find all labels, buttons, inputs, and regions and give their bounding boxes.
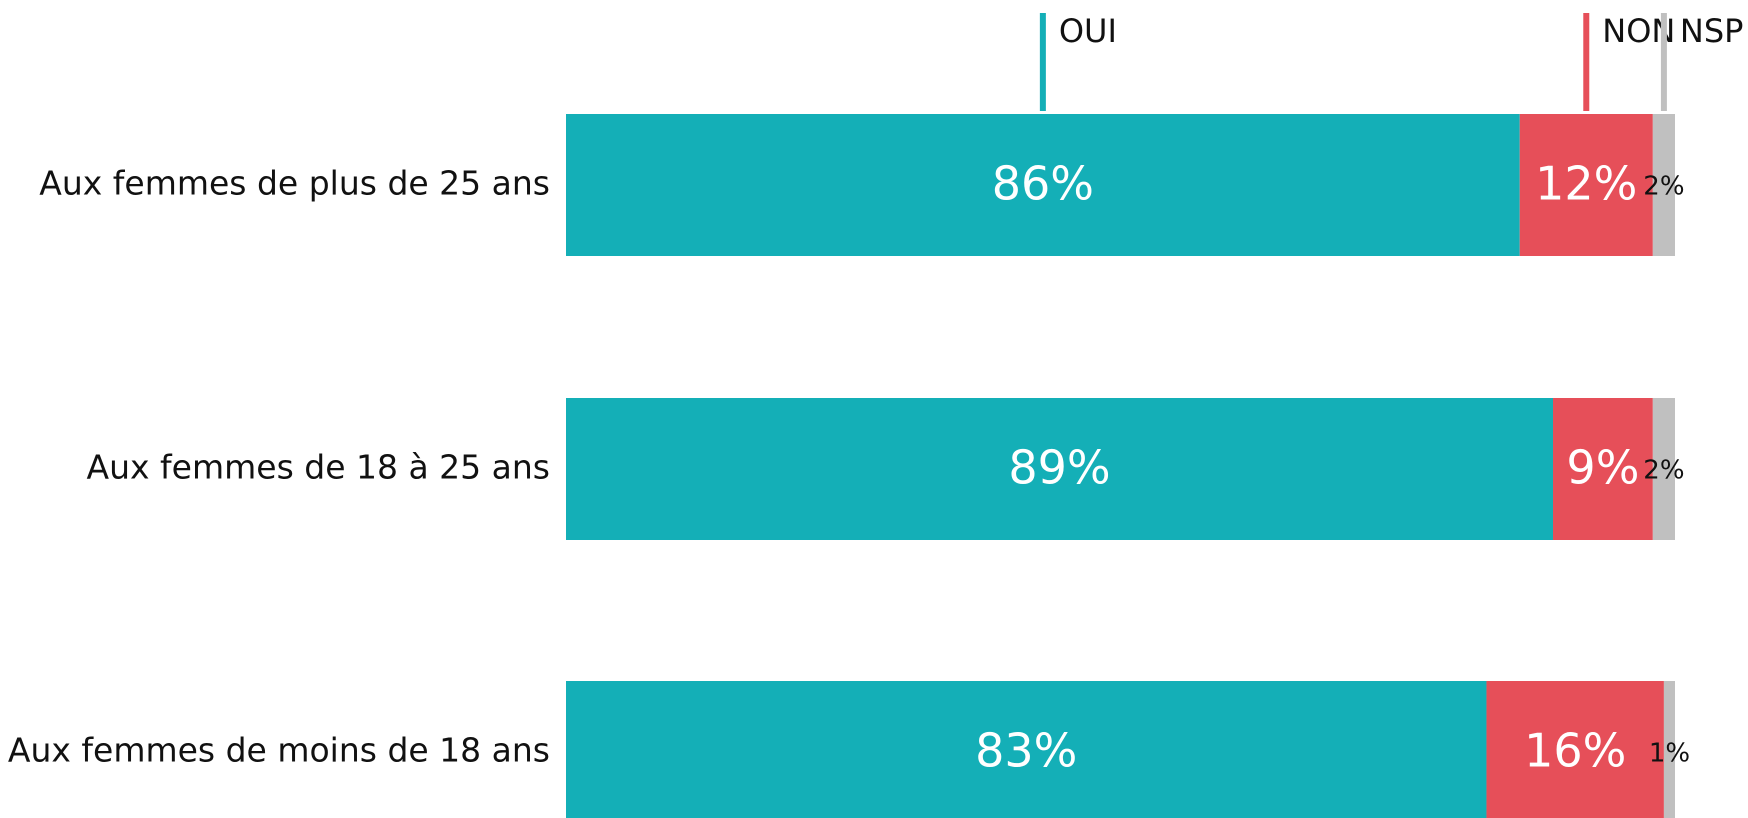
bar-segment (1652, 114, 1675, 256)
value-label: 1% (1649, 739, 1690, 769)
value-label: 2% (1643, 456, 1684, 486)
category-label: Aux femmes de plus de 25 ans (39, 164, 550, 203)
value-label: 9% (1566, 441, 1639, 495)
value-label: 16% (1524, 724, 1626, 778)
value-label: 83% (975, 724, 1077, 778)
value-label: 86% (992, 157, 1094, 211)
legend-label: OUI (1059, 12, 1117, 50)
bar-segment (1519, 114, 1653, 256)
legend-marker (1660, 13, 1667, 111)
value-label: 89% (1008, 441, 1110, 495)
legend-marker (1039, 13, 1046, 111)
value-label: 2% (1643, 172, 1684, 202)
bar-segment (1553, 398, 1653, 540)
category-label: Aux femmes de moins de 18 ans (8, 731, 550, 770)
value-label: 12% (1535, 157, 1637, 211)
legend-marker (1583, 13, 1590, 111)
legend-label: NSP (1680, 12, 1744, 50)
bar-segment (1486, 681, 1664, 818)
category-label: Aux femmes de 18 à 25 ans (87, 448, 550, 487)
bar-segment (566, 398, 1554, 540)
bar-segment (1663, 681, 1675, 818)
bar-segment (566, 681, 1487, 818)
bar-segment (1652, 398, 1675, 540)
bar-segment (566, 114, 1520, 256)
